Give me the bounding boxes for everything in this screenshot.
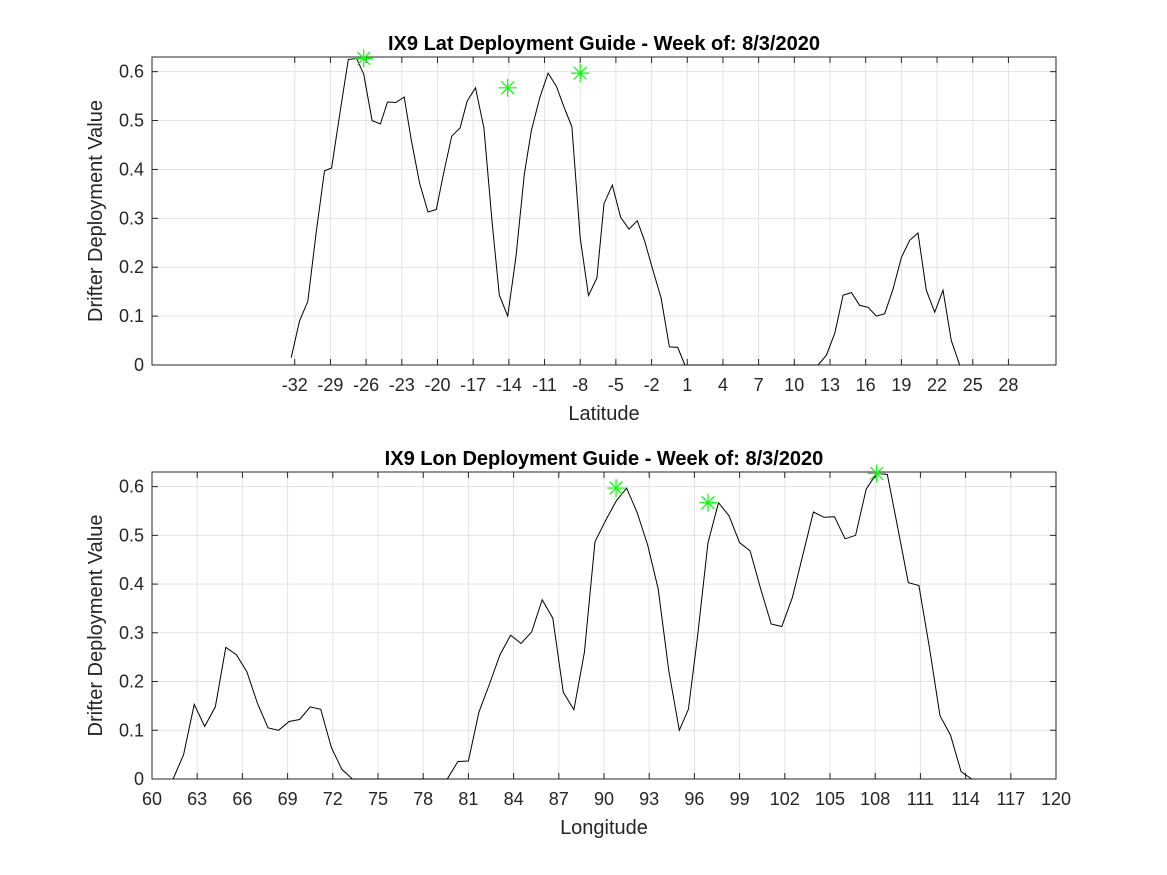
latitude-series-line bbox=[290, 57, 961, 366]
latitude-peak-marker bbox=[498, 78, 517, 97]
longitude-x-tick-label: 75 bbox=[368, 789, 388, 809]
longitude-x-tick-label: 81 bbox=[458, 789, 478, 809]
longitude-peak-marker-stroke bbox=[609, 481, 623, 495]
latitude-peak-marker bbox=[354, 49, 373, 68]
latitude-x-tick-label: -14 bbox=[496, 375, 522, 395]
latitude-y-tick-label: 0.3 bbox=[119, 208, 144, 228]
latitude-peak-marker bbox=[571, 64, 590, 83]
longitude-x-tick-label: 108 bbox=[860, 789, 890, 809]
longitude-y-tick-label: 0.3 bbox=[119, 623, 144, 643]
longitude-x-axis-label: Longitude bbox=[560, 817, 648, 839]
longitude-peak-marker-stroke bbox=[701, 495, 715, 510]
latitude-axes-box bbox=[151, 56, 1057, 366]
longitude-x-tick-label: 93 bbox=[639, 789, 659, 809]
longitude-y-tick-label: 0.6 bbox=[119, 477, 144, 497]
latitude-tick-labels: -32 -29 -26 -23 -20 -17 -14 -11 -8 -5 -2 1 4 7 10 13 16 1… bbox=[119, 57, 1056, 395]
latitude-x-tick-label: 19 bbox=[891, 375, 911, 395]
longitude-y-axis-label: Drifter Deployment Value bbox=[85, 515, 107, 737]
latitude-x-tick-label: -23 bbox=[389, 375, 415, 395]
latitude-x-tick-label: -11 bbox=[532, 375, 557, 395]
longitude-x-tick-label: 102 bbox=[770, 789, 800, 809]
latitude-y-axis-label: Drifter Deployment Value bbox=[85, 100, 107, 322]
longitude-peak-marker bbox=[607, 479, 626, 498]
longitude-y-tick-label: 0 bbox=[134, 769, 144, 789]
longitude-x-tick-label: 63 bbox=[187, 789, 207, 809]
latitude-x-tick-label: -26 bbox=[353, 375, 379, 395]
longitude-tick-labels: 60 63 66 69 72 75 78 81 84 87 90 93 96 99 102 105 108 111… bbox=[119, 472, 1071, 809]
latitude-x-tick-label: -2 bbox=[644, 375, 660, 395]
longitude-x-tick-label: 87 bbox=[549, 789, 569, 809]
latitude-x-tick-label: -29 bbox=[317, 375, 343, 395]
longitude-x-tick-label: 105 bbox=[815, 789, 845, 809]
longitude-peak-marker-stroke bbox=[869, 466, 884, 481]
latitude-y-tick-label: 0 bbox=[134, 355, 144, 375]
latitude-plot-title: IX9 Lat Deployment Guide - Week of: 8/3/… bbox=[388, 33, 820, 55]
longitude-x-tick-label: 111 bbox=[907, 789, 934, 809]
longitude-peak-marker bbox=[698, 493, 717, 512]
longitude-x-tick-label: 69 bbox=[278, 789, 298, 809]
latitude-x-tick-label: 4 bbox=[718, 375, 728, 395]
latitude-peak-markers bbox=[354, 49, 590, 97]
latitude-x-tick-label: 16 bbox=[856, 375, 876, 395]
longitude-x-tick-label: 96 bbox=[684, 789, 704, 809]
latitude-peak-marker-stroke bbox=[500, 81, 515, 95]
longitude-peak-markers bbox=[607, 464, 886, 512]
longitude-plot-title: IX9 Lon Deployment Guide - Week of: 8/3/… bbox=[385, 448, 824, 470]
latitude-y-tick-label: 0.4 bbox=[119, 159, 144, 179]
longitude-x-tick-label: 114 bbox=[951, 789, 980, 809]
longitude-plot: 60 63 66 69 72 75 78 81 84 87 90 93 96 99 102 105 108 111… bbox=[85, 448, 1071, 839]
latitude-x-tick-label: 28 bbox=[998, 375, 1018, 395]
longitude-x-tick-label: 117 bbox=[996, 789, 1025, 809]
latitude-x-tick-label: -32 bbox=[282, 375, 308, 395]
longitude-y-tick-label: 0.2 bbox=[119, 672, 144, 692]
longitude-grid bbox=[151, 472, 1057, 780]
longitude-y-tick-label: 0.4 bbox=[119, 574, 144, 594]
latitude-y-tick-label: 0.5 bbox=[119, 111, 144, 131]
longitude-x-tick-label: 72 bbox=[323, 789, 343, 809]
latitude-x-tick-label: 1 bbox=[682, 375, 692, 395]
latitude-x-tick-label: -5 bbox=[608, 375, 624, 395]
latitude-peak-marker-stroke bbox=[573, 66, 587, 80]
longitude-series-line bbox=[172, 472, 972, 780]
longitude-x-tick-label: 90 bbox=[594, 789, 614, 809]
latitude-plot: -32 -29 -26 -23 -20 -17 -14 -11 -8 -5 -2 1 4 7 10 13 16 1… bbox=[85, 33, 1057, 425]
latitude-y-tick-label: 0.6 bbox=[119, 62, 144, 82]
longitude-x-tick-label: 99 bbox=[730, 789, 750, 809]
longitude-x-tick-label: 60 bbox=[142, 789, 162, 809]
latitude-x-tick-label: -17 bbox=[460, 375, 486, 395]
longitude-y-tick-label: 0.5 bbox=[119, 525, 144, 545]
latitude-y-tick-label: 0.1 bbox=[119, 306, 144, 326]
longitude-x-tick-label: 78 bbox=[413, 789, 433, 809]
latitude-x-tick-label: 10 bbox=[784, 375, 804, 395]
longitude-x-tick-label: 84 bbox=[504, 789, 524, 809]
longitude-peak-marker bbox=[867, 464, 886, 483]
latitude-x-tick-label: 13 bbox=[820, 375, 840, 395]
latitude-x-tick-label: 22 bbox=[927, 375, 947, 395]
latitude-y-tick-label: 0.2 bbox=[119, 257, 144, 277]
latitude-x-tick-label: -8 bbox=[572, 375, 588, 395]
latitude-x-tick-label: -20 bbox=[424, 375, 450, 395]
longitude-x-tick-label: 120 bbox=[1041, 789, 1071, 809]
latitude-x-tick-label: 7 bbox=[754, 375, 764, 395]
longitude-y-tick-label: 0.1 bbox=[119, 720, 144, 740]
latitude-peak-marker-stroke bbox=[356, 51, 371, 66]
latitude-x-tick-label: 25 bbox=[963, 375, 983, 395]
longitude-x-tick-label: 66 bbox=[232, 789, 252, 809]
latitude-x-axis-label: Latitude bbox=[568, 403, 639, 425]
